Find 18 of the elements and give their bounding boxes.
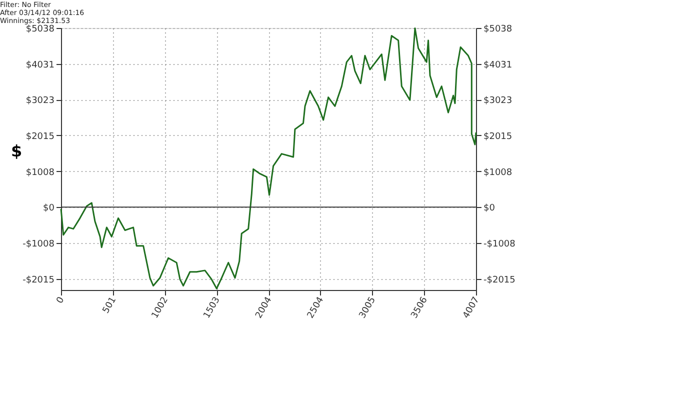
y-tick-label: -$1008 (22, 239, 55, 250)
y-tick-label: $4031 (26, 60, 54, 70)
y-tick-label: $0 (43, 204, 55, 214)
x-tick-label: 0 (55, 295, 67, 306)
y-tick-label: -$2015 (22, 275, 54, 286)
y2-tick-label: $0 (484, 204, 496, 214)
y2-tick-label: -$1008 (484, 239, 516, 250)
y-tick-label: $2015 (26, 132, 54, 142)
y2-tick-label: $1008 (484, 168, 512, 178)
y2-tick-label: $5038 (484, 24, 512, 34)
y-tick-label: $1008 (26, 168, 55, 178)
y-axis-title: $ (11, 142, 22, 160)
y2-tick-label: $3023 (484, 96, 512, 106)
y-tick-label: $5038 (26, 24, 55, 34)
y-tick-label: $3023 (26, 96, 54, 106)
y2-tick-label: $4031 (484, 60, 512, 70)
y2-tick-label: $2015 (484, 132, 512, 142)
y2-tick-label: -$2015 (484, 275, 516, 286)
